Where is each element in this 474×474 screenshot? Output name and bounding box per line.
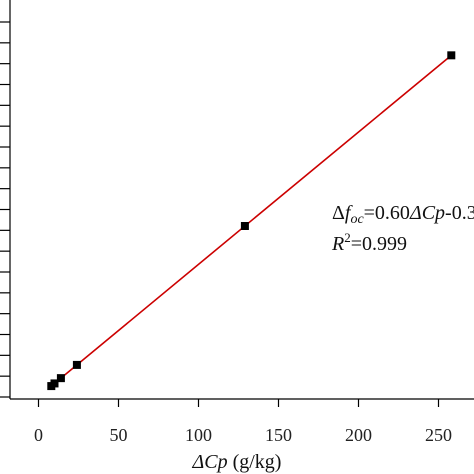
r2-value: =0.999 [351,233,407,255]
data-point [72,360,81,369]
r2-r: R [331,233,344,255]
data-points [47,51,456,391]
x-tick-label: 150 [265,425,292,445]
data-point [240,221,249,230]
data-point [50,379,59,388]
x-axis-tick-labels: 0 50 100 150 200 250 [34,425,452,445]
x-tick-label: 50 [110,425,128,445]
fit-equation: Δfoc=0.60ΔCp-0.3 [332,202,474,227]
x-tick-label: 250 [425,425,452,445]
equation-delta: Δ [332,202,345,224]
fit-line [50,54,452,387]
x-axis-ticks [37,399,440,407]
equation-subscript: oc [350,212,364,227]
equation-cp: Cp [422,202,445,224]
equation-delta2: Δ [409,202,422,224]
x-title-unit: (g/kg) [228,451,282,473]
x-title-delta: Δ [192,451,205,473]
data-point [56,374,65,383]
equation-f: f [345,202,353,224]
equation-tail: -0.3 [445,202,474,224]
r-squared: R2=0.999 [331,230,407,255]
x-axis-title: ΔCp (g/kg) [192,451,282,473]
y-axis-ticks [0,21,10,398]
x-tick-label: 0 [34,425,43,445]
x-tick-label: 100 [185,425,212,445]
x-tick-label: 200 [345,425,372,445]
x-title-var: Cp [204,451,227,473]
equation-rest: =0.60 [364,202,410,224]
data-point [447,51,456,60]
r2-sup: 2 [344,230,351,245]
